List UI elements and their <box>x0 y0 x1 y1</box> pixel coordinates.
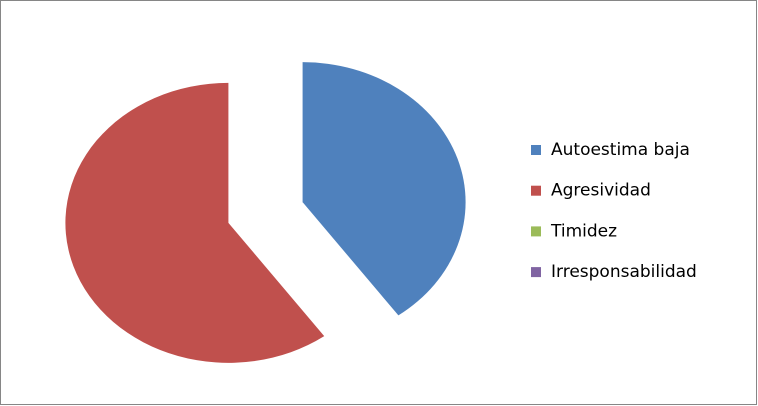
legend-swatch <box>531 185 541 196</box>
pie-slice <box>302 62 466 316</box>
legend-swatch <box>531 267 541 278</box>
legend-label: Timidez <box>550 221 617 241</box>
legend-label: Autoestima baja <box>551 140 690 160</box>
pie-slice <box>65 82 325 363</box>
legend-label: Agresividad <box>551 181 651 201</box>
legend-label: Irresponsabilidad <box>551 262 697 282</box>
legend-swatch <box>531 145 541 155</box>
legend-swatch <box>531 226 541 237</box>
